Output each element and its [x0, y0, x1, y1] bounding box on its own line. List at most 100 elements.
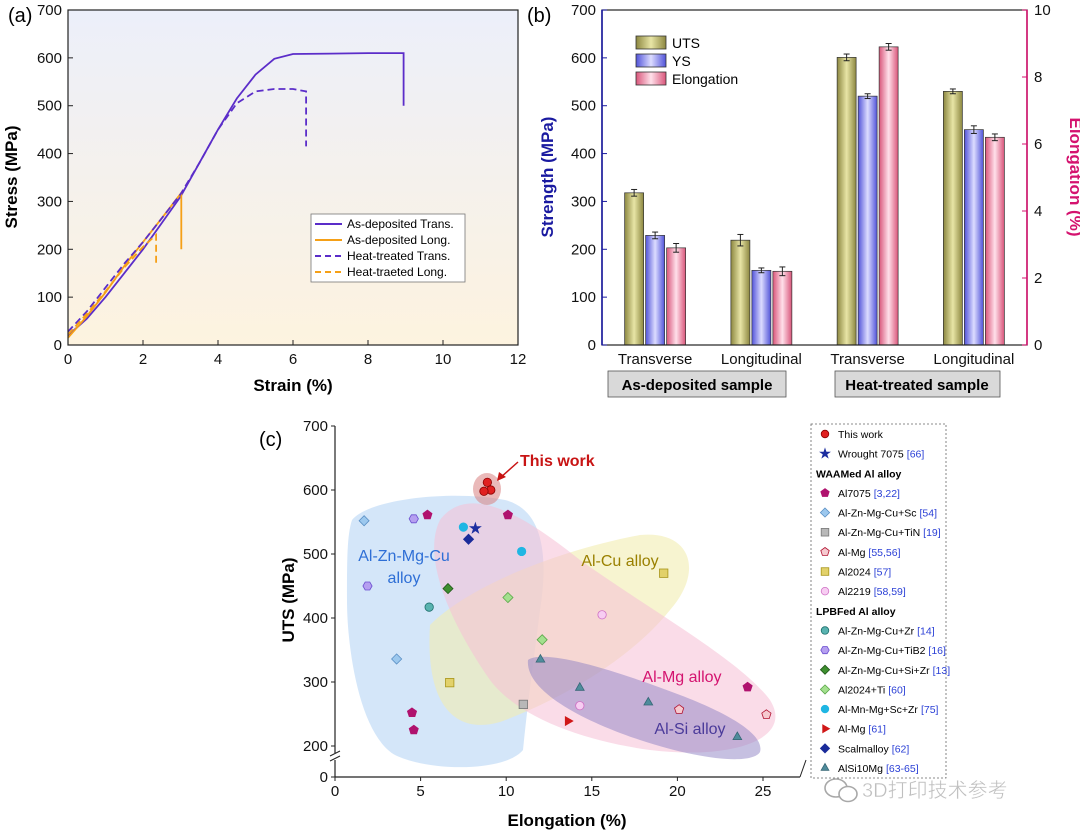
panel-c-label: (c)	[259, 429, 282, 451]
legend-marker-al2219	[820, 586, 830, 596]
legend-name: Al2219	[838, 586, 871, 598]
panel-a-plot-area	[68, 10, 518, 345]
legend-label-heat-treated-long: Heat-traeted Long.	[347, 265, 447, 279]
a-ytick-label: 200	[37, 241, 62, 258]
axis-break-mark-y2	[329, 755, 341, 762]
b-y2tick-label: 6	[1034, 136, 1042, 153]
bar-uts-3	[943, 91, 963, 346]
panel-a-ticks: 0 2 4 6 8 10 12 0 100 200 300 400 500 600 700	[37, 2, 526, 368]
point-al-zn-mg-cu-sc-10	[391, 653, 403, 665]
legend-label-uts: UTS	[672, 35, 700, 51]
legend-heading-lpbfed-al-alloy: LPBFed Al alloy	[816, 606, 896, 618]
legend-label-al-zn-mg-cu-sc: Al-Zn-Mg-Cu+Sc [54]	[838, 508, 937, 520]
legend-label-al7075: Al7075 [3,22]	[838, 488, 900, 500]
legend-name: Scalmalloy	[838, 743, 890, 755]
point-al-mn-mg-sc-zr-24	[458, 522, 468, 532]
c-ytick-label: 0	[320, 769, 328, 786]
legend-marker-al-zn-mg-cu-tin	[820, 528, 830, 537]
legend-label-elongation: Elongation	[672, 71, 738, 87]
panel-a-label: (a)	[8, 5, 32, 27]
legend-citation: [60]	[888, 684, 906, 696]
panel-c-ticks: 0 5 10 15 20 25 0 200 300 400 500 600 700	[303, 418, 771, 800]
c-xtick-label: 20	[669, 783, 686, 800]
bar-ys-1	[751, 269, 772, 346]
legend-label-wrought-7075: Wrought 7075 [66]	[838, 449, 924, 461]
legend-label-al2024: Al2024 [57]	[838, 567, 891, 579]
curve-heat-treated-trans	[67, 88, 307, 333]
c-ytick-label: 200	[303, 738, 328, 755]
b-category-label: Longitudinal	[721, 351, 802, 368]
legend-label-heat-treated-trans: Heat-treated Trans.	[347, 249, 450, 263]
legend-heading-waamed-al-alloy: WAAMed Al alloy	[816, 468, 902, 480]
point-this-work-0	[482, 477, 492, 487]
b-ytick-label: 500	[571, 98, 596, 115]
legend-name: AlSi10Mg	[838, 763, 883, 775]
curve-heat-traeted-long	[67, 232, 157, 336]
c-xtick-label: 25	[755, 783, 772, 800]
point-this-work-2	[479, 486, 489, 496]
legend-marker-this-work	[820, 429, 830, 439]
axis-break-mark-y1	[329, 750, 341, 757]
legend-marker-al2024	[820, 567, 830, 576]
region-label-al-zn-mg-cu-line1: Al-Zn-Mg-Cu	[358, 548, 450, 565]
legend-name: Al-Zn-Mg-Cu+Si+Zr	[838, 665, 930, 677]
a-xtick-label: 8	[364, 351, 372, 368]
a-xtick-label: 4	[214, 351, 222, 368]
bar-elongation-0	[666, 247, 686, 346]
a-xtick-label: 2	[139, 351, 147, 368]
point-al-mg-13	[761, 709, 772, 719]
c-xtick-label: 0	[331, 783, 339, 800]
panel-a-xlabel: Strain (%)	[253, 376, 332, 395]
legend-marker-al2024-ti	[819, 684, 831, 695]
b-y2tick-label: 4	[1034, 203, 1042, 220]
legend-label-scalmalloy: Scalmalloy [62]	[838, 743, 909, 755]
a-ytick-label: 0	[54, 337, 62, 354]
point-al2024-ti-23	[536, 634, 548, 646]
point-al2024-ti-22	[502, 591, 514, 604]
b-ytick-label: 0	[588, 337, 596, 354]
panel-c-ylabel: UTS (MPa)	[279, 558, 298, 643]
axis-break-x	[799, 759, 807, 778]
legend-name: Al-Mn-Mg+Sc+Zr	[838, 704, 918, 716]
panel-c-points	[358, 477, 772, 740]
region-al-si	[527, 656, 761, 760]
c-xtick-label: 15	[583, 783, 600, 800]
bar-ys-3	[964, 129, 984, 346]
region-al-mg	[434, 503, 776, 753]
b-y2tick-label: 0	[1034, 337, 1042, 354]
legend-name: Al-Zn-Mg-Cu+TiB2	[838, 645, 926, 657]
legend-label-al-mg: Al-Mg [55,56]	[838, 547, 901, 559]
a-xtick-label: 10	[435, 351, 452, 368]
point-al-mn-mg-sc-zr-25	[517, 546, 527, 557]
legend-citation: [61]	[868, 724, 886, 736]
point-alsi10mg-31	[732, 731, 743, 740]
panel-b-ticks: Transverse Longitudinal Transverse Longitud…	[571, 2, 1051, 368]
a-xtick-label: 0	[64, 351, 72, 368]
legend-name: Al7075	[838, 488, 871, 500]
legend-label-as-deposited-trans: As-deposited Trans.	[347, 217, 454, 231]
bar-uts-1	[730, 239, 751, 346]
legend-marker-scalmalloy	[819, 743, 831, 754]
bar-elongation-1	[772, 270, 793, 346]
point-al-mg-12	[674, 704, 685, 714]
legend-citation: [14]	[917, 625, 935, 637]
annotation-this-work: This work	[520, 453, 595, 470]
c-ytick-label: 700	[303, 418, 328, 435]
region-label-al-cu: Al-Cu alloy	[581, 553, 658, 570]
legend-citation: [63-65]	[886, 763, 919, 775]
panel-c-legend: This work Wrought 7075 [66] WAAMed Al alloy…	[816, 429, 950, 775]
panel-a-legend: As-deposited Trans. As-deposited Long. H…	[310, 213, 466, 283]
panel-a-curves	[67, 52, 405, 339]
a-ytick-label: 300	[37, 193, 62, 210]
legend-label-al-mn-mg-sc-zr: Al-Mn-Mg+Sc+Zr [75]	[838, 704, 939, 716]
a-xtick-label: 12	[510, 351, 527, 368]
wechat-icon	[824, 778, 858, 803]
c-ytick-label: 400	[303, 610, 328, 627]
legend-swatch-uts	[635, 35, 667, 50]
legend-name: Al-Zn-Mg-Cu+Zr	[838, 625, 915, 637]
legend-label-al-zn-mg-cu-tib2: Al-Zn-Mg-Cu+TiB2 [16]	[838, 645, 946, 657]
legend-name: Al2024	[838, 567, 871, 579]
legend-marker-al-mn-mg-sc-zr	[820, 704, 830, 714]
a-ytick-label: 100	[37, 289, 62, 306]
point-alsi10mg-29	[574, 681, 585, 691]
